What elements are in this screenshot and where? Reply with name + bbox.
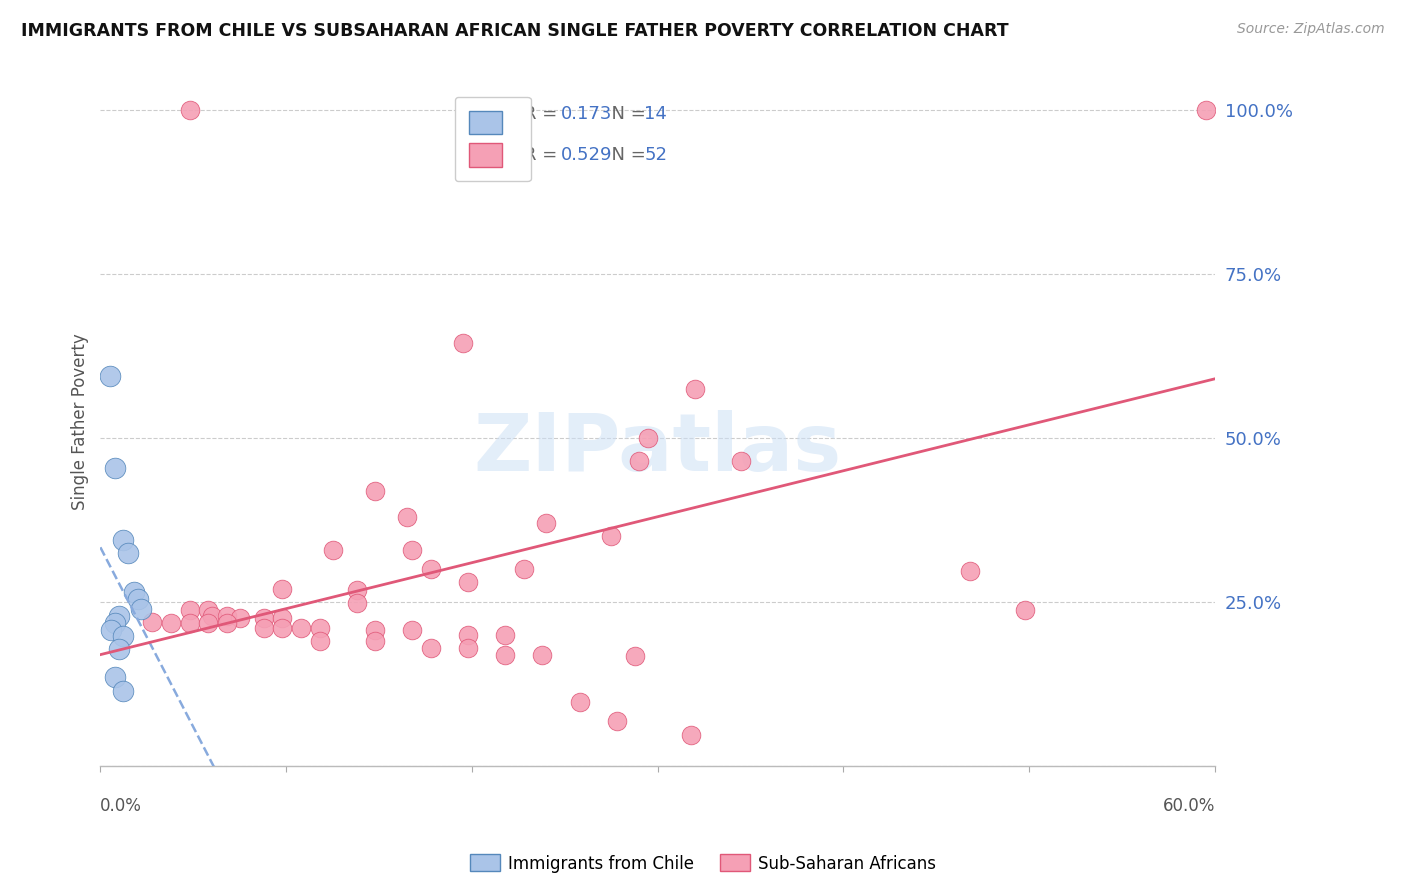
Point [127,591,149,606]
Point [111,533,134,547]
Point [364,483,387,498]
Point [401,623,423,637]
Point [568,695,591,709]
Point [129,601,152,615]
Point [215,615,238,630]
Point [457,628,479,642]
Point [494,648,516,662]
Point [253,611,276,625]
Point [179,603,201,617]
Point [494,628,516,642]
Point [624,648,647,663]
Point [179,615,201,630]
Point [1014,603,1036,617]
Point [451,336,474,351]
Point [346,596,368,610]
Point [457,640,479,655]
Point [534,516,557,531]
Point [420,640,443,655]
Point [959,564,981,578]
Point [730,454,752,468]
Legend: Immigrants from Chile, Sub-Saharan Africans: Immigrants from Chile, Sub-Saharan Afric… [464,847,942,880]
Text: 14: 14 [644,105,666,123]
Point [346,583,368,598]
Point [1194,103,1216,118]
Y-axis label: Single Father Poverty: Single Father Poverty [72,334,89,510]
Text: 60.0%: 60.0% [1163,797,1215,814]
Point [420,562,443,576]
Text: R =: R = [524,146,562,164]
Point [271,621,294,635]
Text: 0.0%: 0.0% [100,797,142,814]
Point [201,609,224,624]
Text: IMMIGRANTS FROM CHILE VS SUBSAHARAN AFRICAN SINGLE FATHER POVERTY CORRELATION CH: IMMIGRANTS FROM CHILE VS SUBSAHARAN AFRI… [21,22,1008,40]
Point [322,542,344,557]
Point [104,671,127,685]
Point [364,634,387,648]
Point [104,615,127,630]
Point [98,368,121,383]
Point [531,648,554,662]
Point [290,621,312,635]
Point [271,582,294,596]
Point [141,615,163,629]
Point [364,623,387,637]
Text: R =: R = [524,105,562,123]
Point [215,609,238,624]
Point [160,615,183,630]
Point [253,621,276,635]
Point [457,575,479,590]
Point [513,562,536,576]
Point [197,603,219,617]
Point [228,611,250,625]
Text: N =: N = [599,146,651,164]
Point [401,542,423,557]
Legend: , : , [456,97,530,181]
Point [628,454,651,468]
Point [679,727,702,741]
Point [271,611,294,625]
Point [600,529,623,543]
Point [111,683,134,698]
Text: ZIPatlas: ZIPatlas [474,410,842,488]
Point [122,585,145,599]
Point [197,615,219,630]
Point [108,609,131,624]
Point [100,623,122,637]
Point [395,509,418,524]
Text: 0.173: 0.173 [561,105,612,123]
Point [606,714,628,729]
Text: 52: 52 [644,146,668,164]
Point [179,103,201,118]
Point [104,460,127,475]
Text: Source: ZipAtlas.com: Source: ZipAtlas.com [1237,22,1385,37]
Text: 0.529: 0.529 [561,146,612,164]
Point [637,431,659,445]
Point [117,546,139,560]
Text: N =: N = [599,105,651,123]
Point [108,642,131,657]
Point [308,634,330,648]
Point [683,382,706,396]
Point [308,621,330,635]
Point [111,629,134,643]
